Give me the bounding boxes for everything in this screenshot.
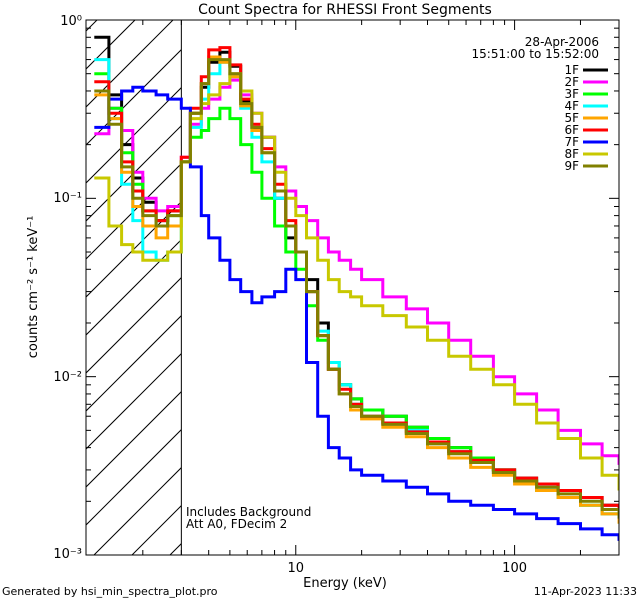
axis-ticks: [86, 20, 620, 556]
series-5F: [94, 55, 619, 524]
legend-label-1F: 1F: [564, 63, 579, 77]
y-tick-label-1e-2: 10⁻²: [53, 370, 82, 385]
legend-label-2F: 2F: [564, 75, 579, 89]
x-tick-label-100: 100: [502, 561, 527, 576]
y-tick-label-1e-1: 10⁻¹: [53, 191, 82, 206]
series-4F: [94, 58, 619, 519]
y-axis-label: counts cm⁻² s⁻¹ keV⁻¹: [26, 216, 41, 359]
x-tick-label-10: 10: [287, 561, 304, 576]
observation-date: 28-Apr-2006: [525, 35, 599, 49]
series-layer: [94, 35, 619, 541]
legend-label-4F: 4F: [564, 99, 579, 113]
plot-frame: [85, 19, 620, 556]
hatch-line: [0, 0, 84, 555]
series-7F: [94, 85, 619, 541]
generated-by-text: Generated by hsi_min_spectra_plot.pro: [2, 585, 218, 598]
legend-label-8F: 8F: [564, 147, 579, 161]
hatch-line: [86, 124, 182, 222]
legend-label-7F: 7F: [564, 135, 579, 149]
hatch-line: [86, 20, 136, 70]
observation-time-range: 15:51:00 to 15:52:00: [472, 47, 599, 61]
y-tick-label-1e-3: 10⁻³: [53, 547, 82, 562]
series-6F: [94, 46, 619, 514]
hatch-line: [86, 86, 182, 184]
legend-label-3F: 3F: [564, 87, 579, 101]
legend-label-6F: 6F: [564, 123, 579, 137]
hatch-line: [86, 200, 182, 298]
x-axis-label: Energy (keV): [303, 576, 387, 591]
series-3F: [94, 72, 619, 524]
annotation-background: Includes Background: [186, 505, 311, 519]
series-8F: [94, 72, 619, 491]
hatch-line: [86, 428, 182, 526]
annotation-attenuator: Att A0, FDecim 2: [186, 517, 287, 531]
hatch-line: [86, 390, 182, 488]
hatch-line: [86, 314, 182, 412]
chart-title: Count Spectra for RHESSI Front Segments: [198, 2, 492, 18]
render-timestamp: 11-Apr-2023 11:33: [534, 585, 637, 598]
hatch-line: [86, 20, 174, 108]
hatch-line: [86, 238, 182, 336]
hatch-line: [86, 352, 182, 450]
y-tick-label-1e0: 10⁰: [60, 14, 82, 29]
hatch-line: [86, 276, 182, 374]
series-9F: [94, 58, 619, 519]
hatch-line: [86, 162, 182, 260]
hatch-line: [93, 466, 182, 555]
legend-label-9F: 9F: [564, 159, 579, 173]
legend-label-5F: 5F: [564, 111, 579, 125]
